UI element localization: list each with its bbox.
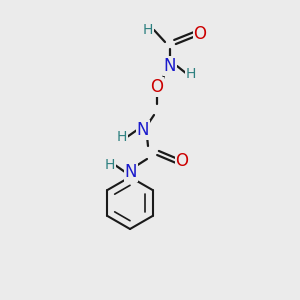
Text: O: O <box>194 25 206 43</box>
Text: H: H <box>143 23 153 37</box>
Text: N: N <box>125 163 137 181</box>
Text: O: O <box>176 152 188 170</box>
Text: H: H <box>117 130 127 144</box>
Text: O: O <box>151 78 164 96</box>
Text: H: H <box>105 158 115 172</box>
Text: N: N <box>164 57 176 75</box>
Text: N: N <box>137 121 149 139</box>
Text: H: H <box>186 67 196 81</box>
